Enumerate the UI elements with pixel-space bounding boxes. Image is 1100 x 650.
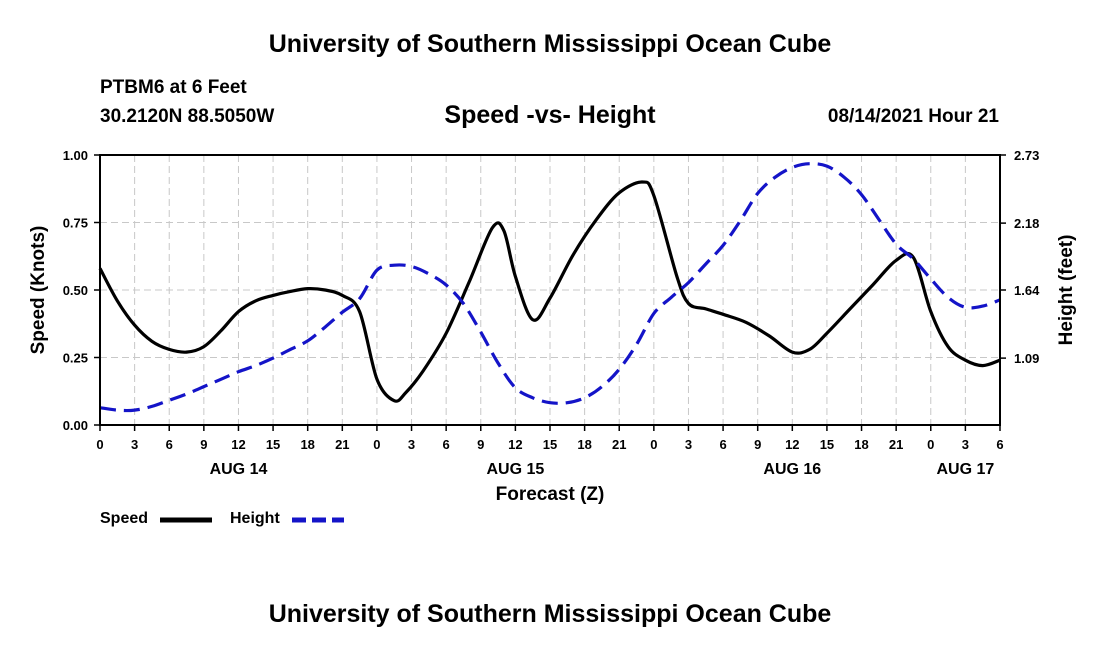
page-title: University of Southern Mississippi Ocean… [268, 30, 832, 58]
y2-tick-label: 2.18 [1014, 216, 1039, 231]
x-tick-label: 6 [996, 437, 1003, 452]
y-tick-label: 0.25 [63, 351, 88, 366]
x-tick-label: 0 [373, 437, 380, 452]
x-axis-label: Forecast (Z) [496, 484, 605, 505]
grid [100, 155, 1000, 425]
x-tick-label: 3 [131, 437, 138, 452]
x-tick-label: 15 [543, 437, 557, 452]
legend-speed-label: Speed [100, 510, 149, 527]
speed-series-line [98, 180, 1001, 403]
date-label: AUG 17 [936, 461, 994, 478]
x-tick-label: 18 [577, 437, 591, 452]
x-tick-label: 6 [443, 437, 450, 452]
x-tick-label: 9 [200, 437, 207, 452]
y-tick-label: 0.75 [63, 216, 88, 231]
x-tick-label: 21 [889, 437, 903, 452]
x-tick-label: 12 [785, 437, 799, 452]
date-label: AUG 16 [763, 461, 821, 478]
date-label: AUG 15 [486, 461, 544, 478]
x-tick-label: 0 [927, 437, 934, 452]
date-label: AUG 14 [210, 461, 268, 478]
station-label: PTBM6 at 6 Feet [100, 77, 247, 98]
y2-axis-label: Height (feet) [1056, 235, 1077, 346]
x-tick-label: 21 [335, 437, 349, 452]
x-tick-label: 18 [300, 437, 314, 452]
series-layer [98, 162, 1001, 413]
x-tick-label: 3 [685, 437, 692, 452]
x-tick-label: 6 [719, 437, 726, 452]
x-tick-label: 21 [612, 437, 626, 452]
x-tick-label: 3 [962, 437, 969, 452]
x-tick-label: 12 [231, 437, 245, 452]
y2-tick-label: 1.09 [1014, 351, 1039, 366]
chart-title: Speed -vs- Height [444, 101, 656, 129]
height-series-line [99, 162, 1001, 413]
y2-tick-label: 1.64 [1014, 283, 1040, 298]
y-tick-label: 0.50 [63, 283, 88, 298]
x-tick-label: 12 [508, 437, 522, 452]
x-tick-label: 0 [96, 437, 103, 452]
x-tick-label: 3 [408, 437, 415, 452]
x-tick-label: 15 [820, 437, 834, 452]
y-tick-label: 0.00 [63, 418, 88, 433]
footer-title: University of Southern Mississippi Ocean… [268, 600, 832, 628]
y-axis-label: Speed (Knots) [28, 226, 49, 355]
x-tick-label: 0 [650, 437, 657, 452]
x-tick-label: 6 [166, 437, 173, 452]
x-tick-label: 9 [477, 437, 484, 452]
y2-tick-label: 2.73 [1014, 148, 1039, 163]
legend-height-label: Height [230, 510, 280, 527]
coordinates-label: 30.2120N 88.5050W [100, 106, 275, 127]
x-tick-label: 15 [266, 437, 280, 452]
forecast-datetime: 08/14/2021 Hour 21 [827, 106, 999, 127]
y-tick-label: 1.00 [63, 148, 88, 163]
x-tick-label: 9 [754, 437, 761, 452]
x-tick-label: 18 [854, 437, 868, 452]
axes: 0 3 6 9 12 15 18 21 0 3 6 9 12 15 18 21 0 3 6 9 12 15 18 21 0 3 6A… [63, 148, 1040, 478]
